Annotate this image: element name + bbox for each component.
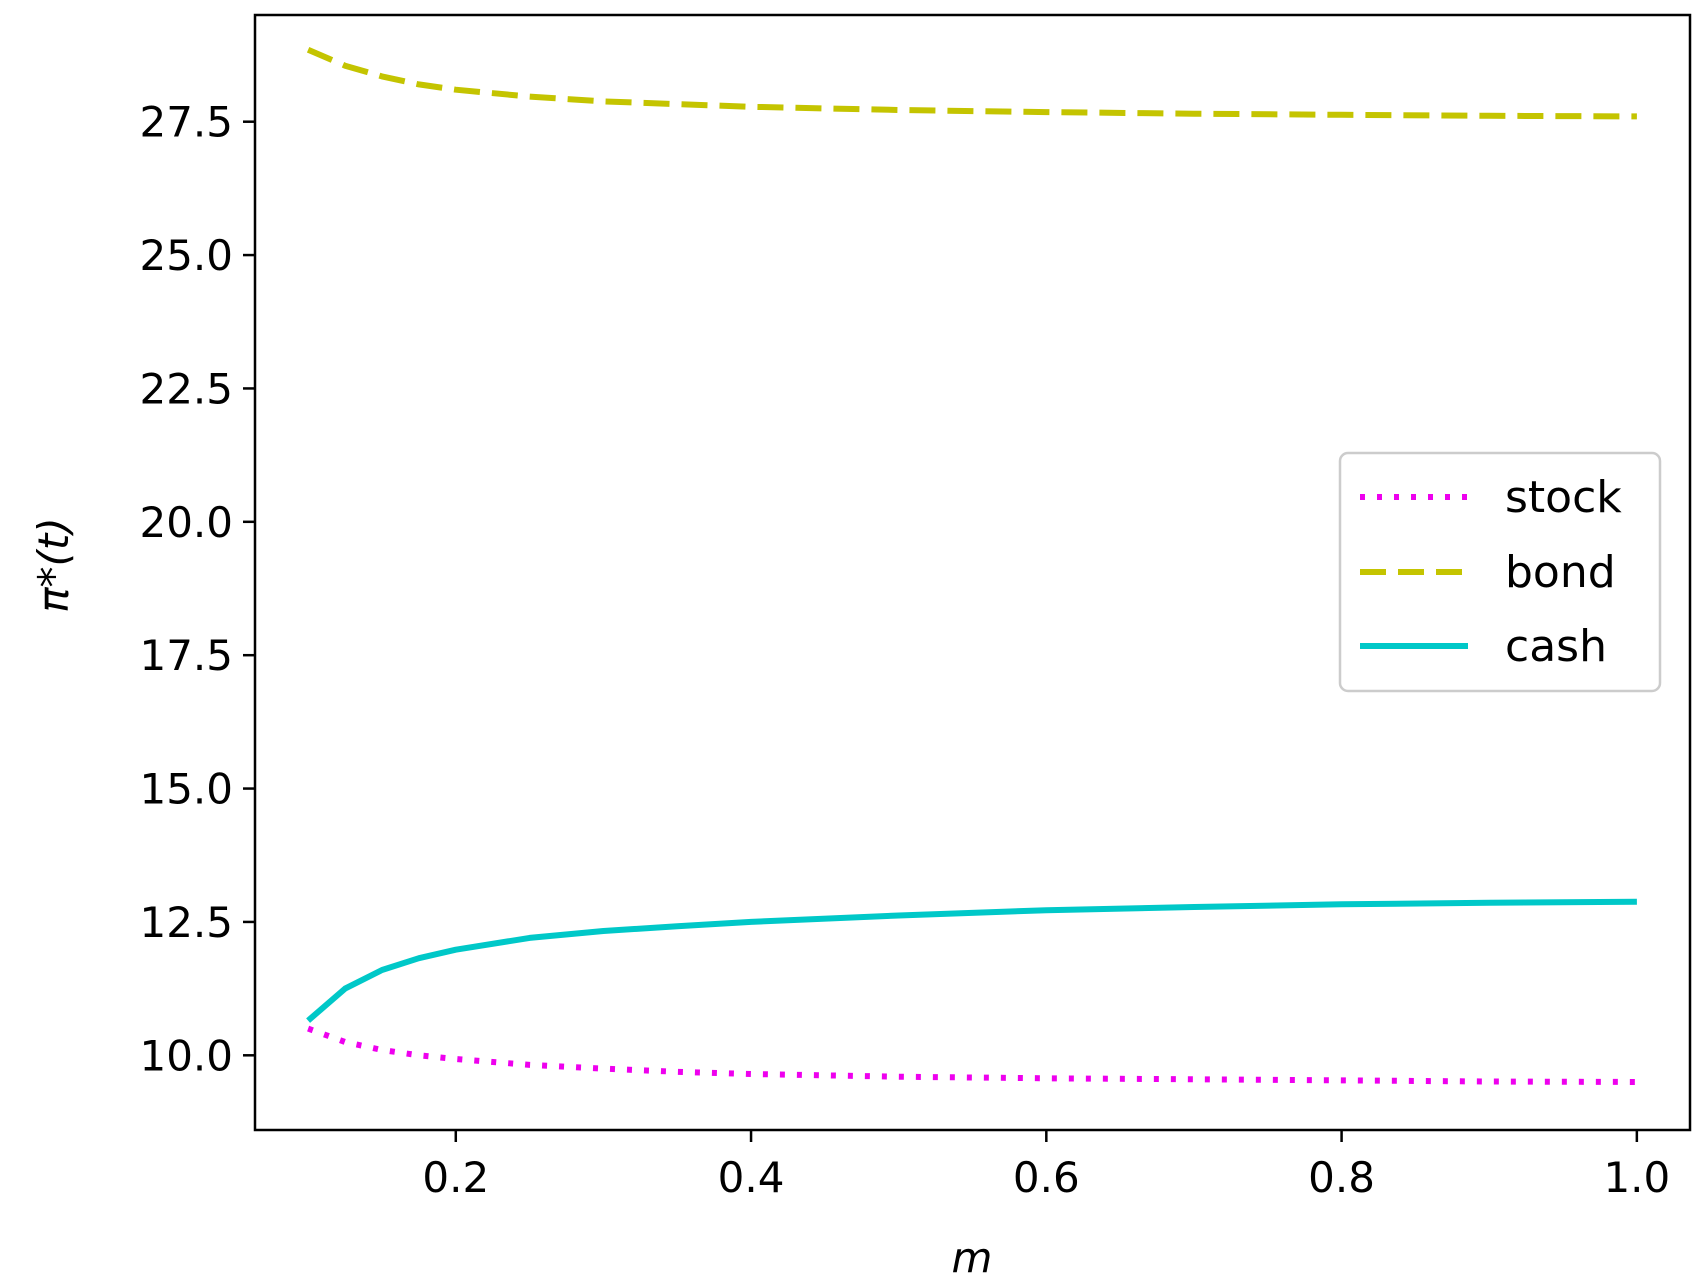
y-axis-label: π*(t)	[29, 517, 78, 613]
y-tick-label: 15.0	[139, 765, 233, 814]
y-tick-label: 12.5	[139, 898, 233, 947]
y-tick-label: 22.5	[139, 364, 233, 413]
series-layer	[306, 46, 1637, 1085]
legend-label-cash: cash	[1505, 621, 1607, 672]
y-tick-label: 20.0	[139, 498, 233, 547]
legend: stock bond cash	[1338, 451, 1662, 693]
y-tick-label: 25.0	[139, 231, 233, 280]
series-line-cash	[306, 898, 1637, 1023]
legend-label-bond: bond	[1505, 547, 1616, 598]
y-tick-label: 27.5	[139, 98, 233, 147]
series-line-bond	[306, 46, 1637, 120]
x-tick-label: 0.8	[1308, 1153, 1375, 1202]
legend-box	[1338, 451, 1662, 693]
x-tick-label: 0.2	[422, 1153, 489, 1202]
x-tick-label: 1.0	[1603, 1153, 1670, 1202]
x-tick-label: 0.4	[718, 1153, 785, 1202]
x-axis-label: m	[952, 1233, 993, 1282]
legend-label-stock: stock	[1505, 472, 1622, 523]
series-line-stock	[307, 1025, 1637, 1085]
y-tick-label: 17.5	[139, 631, 233, 680]
x-axis-ticks: 0.2 0.4 0.6 0.8 1.0	[422, 1130, 1670, 1202]
y-tick-label: 10.0	[139, 1031, 233, 1080]
y-axis-ticks: 10.0 12.5 15.0 17.5 20.0 22.5 25.0 27.5	[139, 98, 255, 1080]
x-tick-label: 0.6	[1013, 1153, 1080, 1202]
